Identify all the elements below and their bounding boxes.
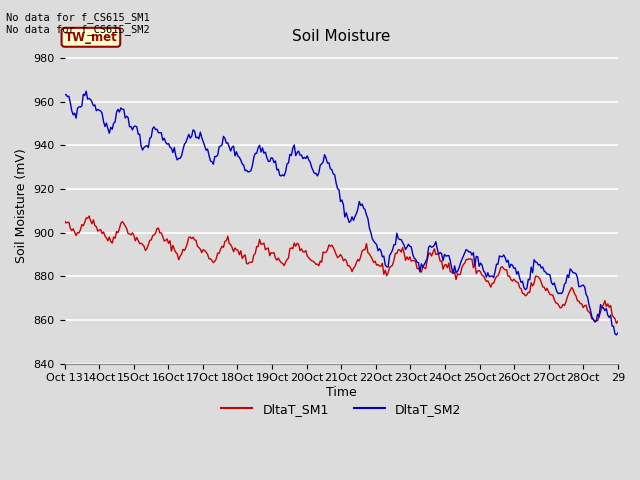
DltaT_SM2 [61,92,68,98]
Line: DltaT_SM1: DltaT_SM1 [65,216,618,324]
DltaT_SM2 [612,332,620,338]
DltaT_SM2 [539,264,547,270]
DltaT_SM2 [611,331,619,337]
Text: TW_met: TW_met [65,31,117,44]
DltaT_SM1 [79,223,87,228]
DltaT_SM1 [614,318,621,324]
Title: Soil Moisture: Soil Moisture [292,29,390,44]
DltaT_SM1 [539,284,547,290]
DltaT_SM2 [83,88,90,94]
Y-axis label: Soil Moisture (mV): Soil Moisture (mV) [15,148,28,263]
X-axis label: Time: Time [326,386,356,399]
DltaT_SM2 [456,261,464,266]
DltaT_SM1 [85,213,93,219]
DltaT_SM1 [611,316,619,322]
DltaT_SM1 [347,265,355,271]
Text: No data for f_CS615_SM2: No data for f_CS615_SM2 [6,24,150,35]
DltaT_SM1 [456,271,464,277]
DltaT_SM1 [612,321,620,326]
Legend: DltaT_SM1, DltaT_SM2: DltaT_SM1, DltaT_SM2 [216,398,467,421]
DltaT_SM2 [347,218,355,224]
Line: DltaT_SM2: DltaT_SM2 [65,91,618,335]
DltaT_SM2 [614,330,621,336]
DltaT_SM2 [79,91,87,97]
DltaT_SM1 [99,231,106,237]
DltaT_SM1 [61,218,68,224]
Text: No data for f_CS615_SM1: No data for f_CS615_SM1 [6,12,150,23]
DltaT_SM2 [99,110,106,116]
